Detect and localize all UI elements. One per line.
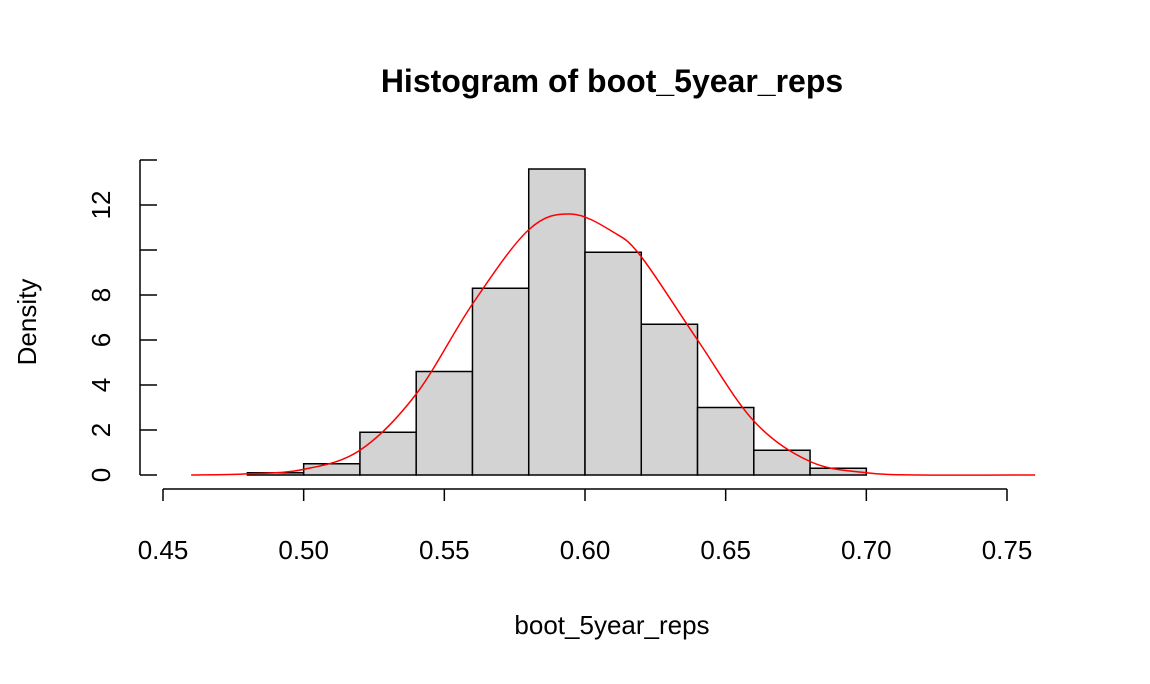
histogram-bar-5 (471, 287, 530, 476)
x-tick-label: 0.70 (841, 535, 892, 565)
y-tick-label: 4 (86, 378, 116, 392)
y-tick-label: 6 (86, 333, 116, 347)
y-tick-label: 0 (86, 468, 116, 482)
y-axis-label: Density (12, 279, 42, 366)
x-tick-label: 0.55 (419, 535, 470, 565)
y-tick-label: 8 (86, 288, 116, 302)
histogram-bar-3 (359, 431, 417, 476)
histogram-bar-9 (696, 406, 755, 476)
x-axis-label: boot_5year_reps (514, 610, 709, 640)
x-axis: 0.45 0.50 0.55 0.60 0.65 0.70 0.75 (138, 488, 1033, 565)
x-tick-label: 0.60 (560, 535, 611, 565)
y-axis: 0 2 4 6 8 12 (86, 159, 157, 482)
histogram-bar-6 (527, 168, 586, 476)
y-tick-label: 2 (86, 423, 116, 437)
histogram-bar-2 (302, 463, 361, 476)
y-tick-label: 12 (86, 191, 116, 220)
histogram-bar-7 (584, 251, 643, 476)
x-tick-label: 0.75 (982, 535, 1033, 565)
histogram-bar-10 (753, 449, 811, 476)
chart-title: Histogram of boot_5year_reps (381, 63, 843, 99)
x-tick-label: 0.45 (138, 535, 189, 565)
histogram-bars (246, 168, 868, 476)
density-curve (191, 213, 1036, 476)
histogram-bar-4 (415, 370, 474, 476)
histogram-bar-11 (809, 467, 868, 476)
x-tick-label: 0.65 (700, 535, 751, 565)
x-tick-label: 0.50 (278, 535, 329, 565)
histogram-bar-8 (640, 323, 699, 476)
